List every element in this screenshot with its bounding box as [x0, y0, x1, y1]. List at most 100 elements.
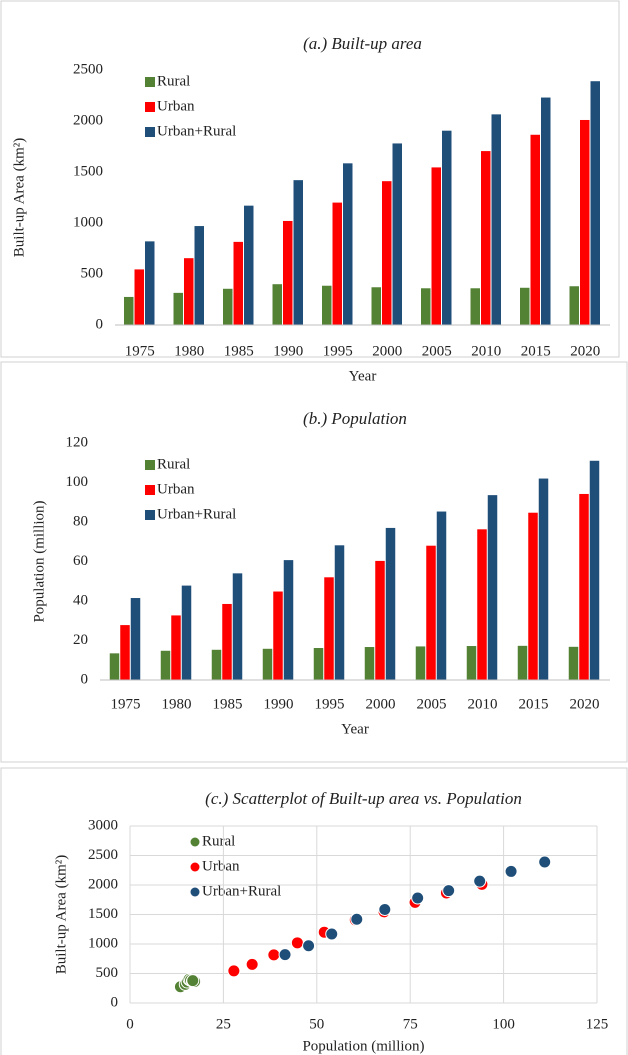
x-tick-label: 2020 [570, 696, 600, 712]
bar [470, 288, 480, 325]
x-axis-title: Year [341, 721, 369, 737]
x-tick-label: 2015 [519, 696, 549, 712]
x-tick-label: 1975 [125, 343, 155, 359]
legend-label: Urban [202, 858, 240, 874]
x-tick-label: 2010 [471, 343, 501, 359]
bar [491, 114, 501, 326]
bar [211, 649, 222, 680]
bar [130, 598, 141, 680]
bar [364, 647, 375, 680]
panel-b-frame [0, 361, 628, 763]
bar [293, 180, 303, 325]
x-axis-title: Population (million) [302, 1038, 424, 1054]
y-tick-label: 3000 [88, 817, 118, 833]
x-tick-label: 75 [403, 1016, 418, 1032]
legend-label: Rural [157, 73, 190, 89]
point [186, 974, 200, 988]
legend-label: Urban [157, 98, 195, 114]
legend-marker [145, 485, 155, 495]
y-tick-label: 60 [73, 553, 88, 569]
bar [436, 511, 447, 680]
legend-label: Rural [157, 456, 190, 472]
bar [579, 493, 589, 680]
legend-marker [190, 887, 200, 897]
x-tick-label: 1985 [213, 696, 243, 712]
bar [334, 545, 345, 680]
x-tick-label: 2010 [468, 696, 498, 712]
y-tick-label: 2000 [73, 112, 103, 128]
y-axis-title: Population (million) [31, 500, 47, 622]
point [278, 948, 292, 962]
y-tick-label: 0 [96, 316, 104, 332]
bar [109, 653, 120, 680]
point [378, 902, 392, 916]
point [302, 939, 316, 953]
bar [244, 205, 254, 325]
bar [283, 220, 293, 325]
legend-marker [145, 77, 155, 87]
bar [421, 288, 431, 325]
legend-label: Urban [157, 481, 195, 497]
point [227, 964, 241, 978]
legend-marker [190, 862, 200, 872]
y-tick-label: 1500 [88, 906, 118, 922]
legend-label: Urban+Rural [202, 883, 281, 899]
x-tick-label: 100 [492, 1016, 515, 1032]
bar [124, 296, 134, 325]
bar [392, 143, 402, 325]
legend-marker [145, 102, 155, 112]
legend-label: Urban+Rural [157, 506, 236, 522]
x-tick-label: 2000 [372, 343, 402, 359]
x-tick-label: 2015 [521, 343, 551, 359]
y-tick-label: 20 [73, 632, 88, 648]
bar [194, 226, 204, 325]
x-tick-label: 0 [126, 1016, 134, 1032]
bar [272, 284, 282, 325]
x-tick-label: 2005 [422, 343, 452, 359]
bar [568, 646, 579, 680]
y-axis-title: Built-up Area (km²) [11, 138, 27, 257]
point [442, 884, 456, 898]
x-tick-label: 1985 [224, 343, 254, 359]
bar [382, 181, 392, 325]
bar [171, 615, 181, 680]
bar [375, 560, 385, 680]
bar [517, 645, 528, 680]
legend-label: Rural [202, 833, 235, 849]
bar [431, 167, 441, 325]
legend-marker [145, 127, 155, 137]
bar [487, 495, 498, 680]
panel-c-frame [0, 767, 628, 1055]
y-tick-label: 500 [96, 965, 119, 981]
y-tick-label: 100 [66, 474, 89, 490]
bar [538, 478, 549, 680]
point [504, 864, 518, 878]
bar [313, 648, 324, 680]
y-tick-label: 1000 [73, 214, 103, 230]
y-tick-label: 40 [73, 592, 88, 608]
bar [273, 591, 283, 680]
y-tick-label: 120 [66, 434, 89, 450]
point [350, 912, 364, 926]
bar [120, 625, 130, 680]
bar [426, 545, 436, 680]
bar [371, 287, 381, 325]
bar [343, 163, 353, 325]
x-tick-label: 1980 [174, 343, 204, 359]
bar [520, 287, 530, 325]
bar [385, 527, 396, 680]
chart-title: (c.) Scatterplot of Built-up area vs. Po… [205, 789, 522, 808]
bar [134, 269, 144, 325]
legend-label: Urban+Rural [157, 123, 236, 139]
y-tick-label: 1500 [73, 163, 103, 179]
bar [541, 97, 551, 325]
x-tick-label: 125 [586, 1016, 609, 1032]
y-tick-label: 2500 [73, 61, 103, 77]
y-tick-label: 500 [81, 265, 104, 281]
point [325, 927, 339, 941]
y-tick-label: 0 [111, 994, 119, 1010]
bar [184, 258, 194, 325]
y-tick-label: 1000 [88, 935, 118, 951]
bar [590, 81, 600, 325]
x-tick-label: 50 [309, 1016, 324, 1032]
